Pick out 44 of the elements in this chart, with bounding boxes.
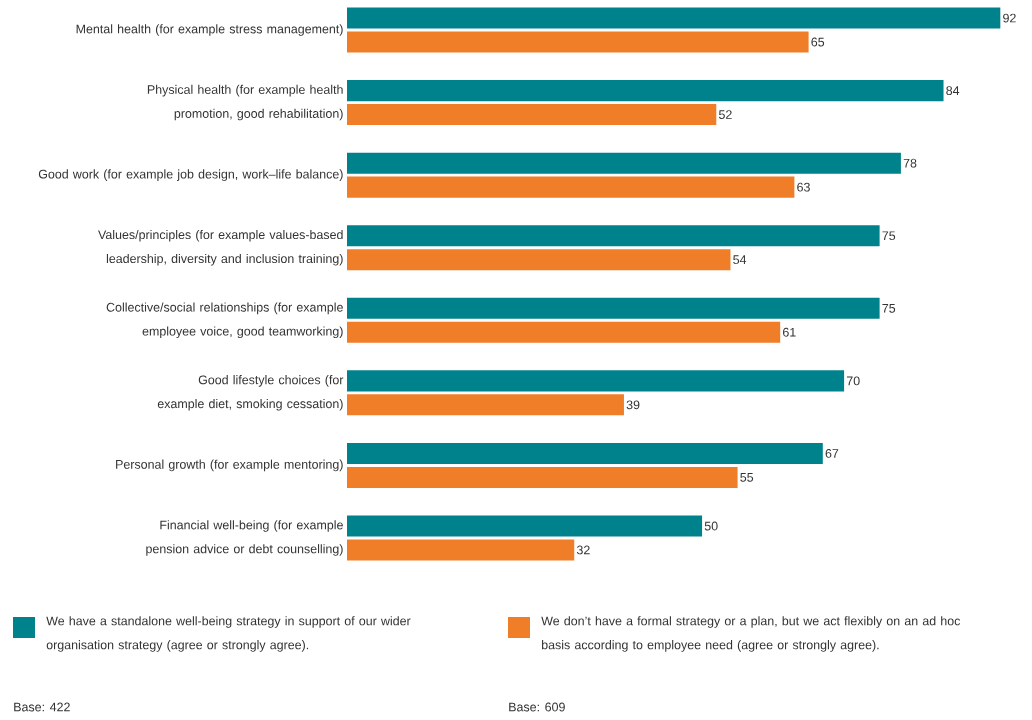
bar xyxy=(347,370,845,392)
data-label: 50 xyxy=(704,521,718,531)
data-label: 55 xyxy=(740,473,754,482)
data-label: 67 xyxy=(825,449,839,458)
text: Base: 422 xyxy=(14,702,70,712)
y-tick-label: Collective/social relationships (for example employee voice, good teamworking) xyxy=(106,302,343,339)
legend-label: We don’t have a formal strategy or a plan, but we act flexibly on an ad hoc basis according to employee need (agree or strongly agree). xyxy=(541,616,961,652)
y-tick-label: Mental health (for example stress management) xyxy=(76,24,343,36)
data-label: 39 xyxy=(626,400,640,410)
bar xyxy=(347,321,781,343)
legend-label: We have a standalone well-being strategy in support of our wider organisation strategy (agree or strongly agree). xyxy=(46,616,411,652)
data-label: 84 xyxy=(946,86,960,96)
y-tick-label: Physical health (for example health promotion, good rehabilitation) xyxy=(147,84,343,121)
bar xyxy=(347,80,944,102)
data-label: 54 xyxy=(733,255,747,265)
bar xyxy=(347,539,575,561)
data-label: 75 xyxy=(882,303,896,313)
data-label: 78 xyxy=(903,158,917,168)
data-label: 52 xyxy=(718,110,732,119)
bar xyxy=(347,104,717,126)
data-label: 61 xyxy=(783,327,796,337)
data-label: 63 xyxy=(797,182,810,192)
bar xyxy=(347,466,738,488)
y-tick-label: Personal growth (for example mentoring) xyxy=(116,459,343,472)
bar xyxy=(347,7,1001,29)
bar xyxy=(347,297,880,319)
bar xyxy=(347,225,880,247)
bar xyxy=(347,442,823,464)
bar xyxy=(347,176,795,198)
y-tick-label: Values/principles (for example values-based leadership, diversity and inclusion training) xyxy=(98,229,343,266)
text: Base: 609 xyxy=(509,702,565,712)
y-tick-label: Financial well-being (for example pension advice or debt counselling) xyxy=(146,520,343,556)
bar xyxy=(347,249,731,271)
bar xyxy=(347,152,901,174)
data-label: 75 xyxy=(882,231,896,241)
data-label: 70 xyxy=(846,376,860,386)
y-tick-label: Good lifestyle choices (for example diet, smoking cessation) xyxy=(157,375,344,411)
bar xyxy=(347,31,809,53)
bar xyxy=(347,515,703,537)
data-label: 65 xyxy=(811,37,825,47)
data-label: 92 xyxy=(1003,13,1016,23)
bar xyxy=(347,394,624,416)
data-label: 32 xyxy=(576,545,590,555)
y-tick-label: Good work (for example job design, work–life balance) xyxy=(38,169,343,181)
